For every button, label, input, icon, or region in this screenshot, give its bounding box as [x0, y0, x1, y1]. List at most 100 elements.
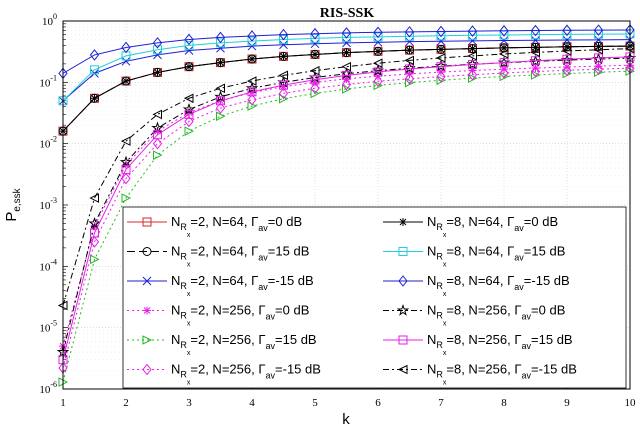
- marker-x: [216, 43, 225, 53]
- legend: NRx=2, N=64, Γav=0 dB NRx=2, N=64, Γav=15…: [122, 206, 627, 389]
- marker-square: [216, 38, 225, 48]
- y-tick-label: 10-6: [39, 380, 57, 396]
- legend-item: NRx=2, N=256, Γav=15 dB: [127, 332, 317, 357]
- series-6: [58, 62, 635, 374]
- marker-asterisk: [279, 52, 288, 61]
- marker-triangle-left: [278, 70, 288, 81]
- marker-diamond: [530, 65, 541, 78]
- legend-item: NRx=8, N=64, Γav=0 dB: [383, 214, 558, 239]
- x-axis: 1 2 3 4 5 6 7 8 9 10: [60, 384, 636, 409]
- x-tick-label: 5: [312, 397, 318, 409]
- marker-diamond: [89, 236, 100, 248]
- marker-square: [468, 60, 477, 70]
- marker-diamond: [278, 28, 289, 41]
- legend-label: NRx=2, N=64, Γav=0 dB: [171, 214, 302, 239]
- marker-triangle-left: [561, 46, 572, 56]
- marker-triangle-left: [341, 61, 351, 72]
- marker-pentagram: [245, 81, 259, 94]
- marker-diamond: [467, 68, 478, 81]
- marker-square: [121, 164, 131, 174]
- marker-pentagram: [119, 155, 133, 168]
- marker-triangle-left: [372, 58, 383, 69]
- marker-asterisk: [563, 42, 571, 51]
- legend-label: NRx=2, N=64, Γav=-15 dB: [171, 273, 314, 298]
- marker-circle: [142, 247, 152, 256]
- marker-pentagram: [396, 303, 410, 316]
- x-axis-title: k: [342, 411, 350, 428]
- marker-triangle-right: [310, 88, 321, 99]
- marker-x: [184, 46, 194, 55]
- marker-x: [153, 50, 162, 60]
- marker-diamond: [184, 33, 194, 46]
- marker-pentagram: [182, 103, 196, 115]
- marker-triangle-left: [89, 193, 99, 203]
- marker-square: [373, 67, 383, 77]
- marker-triangle-left: [530, 47, 540, 58]
- x-tick-label: 3: [186, 397, 192, 409]
- marker-asterisk: [405, 46, 414, 55]
- marker-x: [468, 36, 477, 46]
- marker-diamond: [593, 24, 604, 36]
- marker-diamond: [310, 27, 320, 40]
- marker-diamond: [398, 275, 408, 287]
- legend-item: NRx=2, N=64, Γav=0 dB: [127, 214, 302, 239]
- series-line: [62, 45, 631, 132]
- marker-square: [531, 56, 540, 66]
- marker-asterisk: [185, 62, 193, 71]
- marker-asterisk: [342, 48, 351, 57]
- y-axis-title-main: P: [3, 212, 20, 222]
- series-12: [57, 43, 635, 311]
- series-line: [62, 45, 631, 132]
- marker-diamond: [593, 63, 604, 75]
- marker-pentagram: [151, 121, 164, 134]
- marker-diamond: [121, 41, 131, 54]
- legend-item: NRx=2, N=64, Γav=-15 dB: [127, 273, 314, 298]
- y-axis-title: Pe,ssk: [3, 187, 23, 221]
- series-3: [58, 35, 635, 106]
- marker-triangle-left: [467, 51, 477, 61]
- marker-triangle-left: [404, 55, 414, 66]
- marker-diamond: [184, 115, 194, 128]
- marker-x: [342, 38, 351, 48]
- marker-triangle-right: [373, 80, 384, 91]
- legend-label: NRx=8, N=64, Γav=15 dB: [427, 244, 565, 269]
- marker-asterisk: [248, 55, 256, 64]
- x-tick-label: 4: [249, 397, 255, 409]
- marker-square: [436, 62, 446, 72]
- marker-asterisk: [531, 43, 540, 52]
- marker-asterisk: [311, 50, 319, 59]
- marker-triangle-left: [120, 136, 131, 146]
- marker-diamond: [341, 78, 352, 91]
- y-tick-label: 10-3: [39, 196, 57, 212]
- marker-asterisk: [500, 43, 508, 52]
- y-tick-label: 10-4: [39, 257, 57, 273]
- marker-asterisk: [279, 82, 288, 91]
- marker-x: [121, 56, 131, 66]
- marker-square: [562, 54, 572, 64]
- marker-triangle-right: [342, 84, 352, 94]
- x-tick-label: 1: [60, 397, 66, 409]
- marker-square: [373, 32, 383, 42]
- legend-label: NRx=2, N=64, Γav=15 dB: [171, 244, 309, 269]
- marker-diamond: [152, 137, 163, 150]
- marker-triangle-right: [153, 150, 163, 160]
- marker-triangle-left: [215, 83, 225, 94]
- x-tick-label: 7: [438, 397, 444, 409]
- marker-asterisk: [594, 62, 603, 71]
- marker-asterisk: [153, 68, 162, 77]
- x-tick-label: 10: [625, 397, 637, 409]
- marker-square: [342, 32, 351, 42]
- marker-triangle-right: [216, 111, 226, 122]
- marker-asterisk: [185, 108, 193, 117]
- marker-diamond: [499, 67, 509, 79]
- marker-asterisk: [468, 44, 477, 53]
- marker-diamond: [436, 25, 446, 38]
- marker-asterisk: [437, 45, 445, 54]
- marker-triangle-right: [279, 93, 289, 104]
- marker-triangle-left: [246, 76, 257, 86]
- series-line: [62, 57, 631, 353]
- marker-diamond: [467, 25, 478, 37]
- series-line: [62, 29, 631, 74]
- marker-x: [531, 35, 540, 45]
